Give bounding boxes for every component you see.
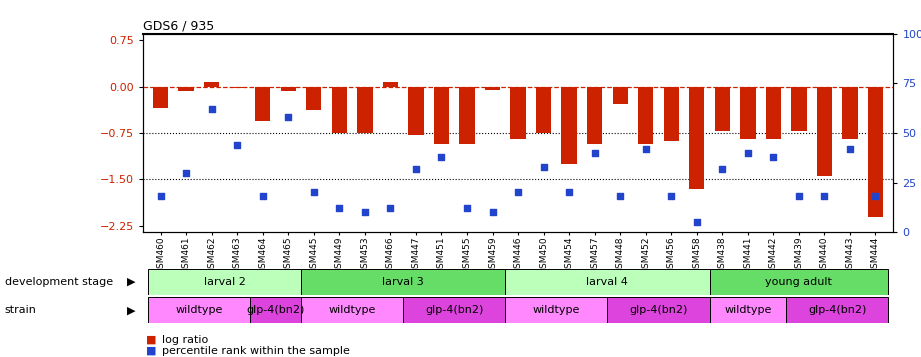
Point xyxy=(536,164,551,170)
Bar xyxy=(301,269,506,295)
Point xyxy=(817,193,832,199)
Point xyxy=(766,154,781,160)
Bar xyxy=(506,269,709,295)
Bar xyxy=(587,86,602,144)
Point xyxy=(791,193,806,199)
Bar xyxy=(357,86,372,133)
Text: larval 3: larval 3 xyxy=(382,277,424,287)
Bar xyxy=(484,86,500,90)
Point xyxy=(612,193,627,199)
Bar xyxy=(250,297,301,323)
Point xyxy=(460,205,474,211)
Bar xyxy=(506,297,608,323)
Text: ■: ■ xyxy=(146,346,156,356)
Bar xyxy=(536,86,552,133)
Point xyxy=(843,146,857,152)
Point xyxy=(204,106,219,112)
Bar xyxy=(460,86,474,144)
Bar xyxy=(689,86,705,189)
Bar xyxy=(153,86,169,108)
Point xyxy=(281,114,296,120)
Bar xyxy=(301,297,403,323)
Point xyxy=(715,166,729,171)
Bar xyxy=(740,86,755,139)
Text: glp-4(bn2): glp-4(bn2) xyxy=(426,305,484,315)
Point xyxy=(357,209,372,215)
Text: wildtype: wildtype xyxy=(329,305,376,315)
Point xyxy=(409,166,424,171)
Bar xyxy=(403,297,506,323)
Text: larval 2: larval 2 xyxy=(204,277,245,287)
Text: larval 4: larval 4 xyxy=(587,277,628,287)
Text: glp-4(bn2): glp-4(bn2) xyxy=(629,305,688,315)
Text: glp-4(bn2): glp-4(bn2) xyxy=(246,305,305,315)
Bar xyxy=(638,86,653,144)
Text: ▶: ▶ xyxy=(127,305,135,315)
Bar xyxy=(383,82,398,86)
Bar xyxy=(255,86,271,121)
Bar xyxy=(715,86,730,131)
Point xyxy=(485,209,500,215)
Point xyxy=(690,219,705,225)
Bar xyxy=(332,86,347,133)
Bar xyxy=(608,297,709,323)
Point xyxy=(179,170,193,175)
Point xyxy=(664,193,679,199)
Text: wildtype: wildtype xyxy=(724,305,772,315)
Text: wildtype: wildtype xyxy=(532,305,580,315)
Bar xyxy=(787,297,888,323)
Point xyxy=(255,193,270,199)
Bar xyxy=(179,86,193,91)
Bar xyxy=(229,86,245,89)
Point xyxy=(434,154,449,160)
Bar xyxy=(408,86,424,135)
Bar xyxy=(510,86,526,139)
Bar xyxy=(843,86,857,139)
Point xyxy=(307,190,321,195)
Text: percentile rank within the sample: percentile rank within the sample xyxy=(162,346,350,356)
Bar xyxy=(709,297,787,323)
Bar xyxy=(148,269,301,295)
Point xyxy=(383,205,398,211)
Bar xyxy=(306,86,321,110)
Text: GDS6 / 935: GDS6 / 935 xyxy=(143,20,214,33)
Bar xyxy=(765,86,781,139)
Text: development stage: development stage xyxy=(5,277,112,287)
Bar xyxy=(562,86,577,164)
Bar xyxy=(709,269,888,295)
Text: young adult: young adult xyxy=(765,277,833,287)
Point xyxy=(332,205,346,211)
Text: strain: strain xyxy=(5,305,37,315)
Point xyxy=(511,190,526,195)
Bar xyxy=(868,86,883,217)
Bar xyxy=(791,86,807,131)
Point xyxy=(740,150,755,156)
Bar xyxy=(281,86,296,91)
Bar xyxy=(434,86,449,144)
Point xyxy=(562,190,577,195)
Point xyxy=(869,193,883,199)
Text: glp-4(bn2): glp-4(bn2) xyxy=(808,305,867,315)
Bar xyxy=(148,297,250,323)
Point xyxy=(153,193,168,199)
Bar xyxy=(817,86,832,176)
Bar xyxy=(204,82,219,86)
Text: ▶: ▶ xyxy=(127,277,135,287)
Point xyxy=(588,150,602,156)
Text: wildtype: wildtype xyxy=(175,305,223,315)
Text: log ratio: log ratio xyxy=(162,335,208,345)
Text: ■: ■ xyxy=(146,335,156,345)
Point xyxy=(230,142,245,148)
Point xyxy=(638,146,653,152)
Bar xyxy=(612,86,628,104)
Bar xyxy=(664,86,679,141)
